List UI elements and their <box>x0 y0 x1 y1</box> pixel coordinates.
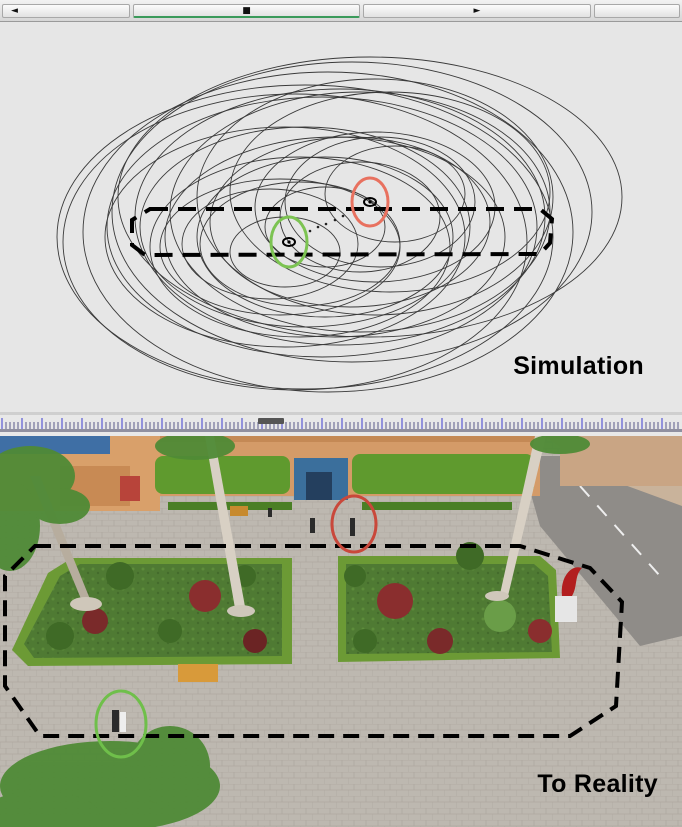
trajectory-dots <box>308 214 345 233</box>
palm-foliage <box>0 436 590 827</box>
rewind-button[interactable]: ◄ <box>2 4 130 18</box>
robot-red-marker <box>350 176 390 228</box>
pedestrians <box>112 508 355 732</box>
rewind-icon: ◄ <box>11 6 18 16</box>
reality-label: To Reality <box>537 770 658 798</box>
sensor-range-circles <box>56 56 623 393</box>
timeline-ruler[interactable] <box>0 412 682 436</box>
simulation-view: Simulation <box>0 22 682 412</box>
ruler-marker[interactable] <box>258 418 284 424</box>
stop-icon: ■ <box>242 6 251 16</box>
reality-photo: To Reality <box>0 436 682 827</box>
toolbar-extra-segment[interactable] <box>594 4 680 18</box>
play-button[interactable]: ► <box>363 4 591 18</box>
play-icon: ► <box>473 6 481 16</box>
shrubs <box>46 542 552 654</box>
simulation-canvas <box>56 56 623 393</box>
simulation-label: Simulation <box>513 352 644 380</box>
robot-green-marker <box>269 215 309 269</box>
patrol-route-real <box>3 544 625 738</box>
playback-toolbar: ◄ ■ ► <box>0 0 682 22</box>
person-green-marker <box>94 689 148 759</box>
ruler-ticks <box>0 412 682 436</box>
stop-button[interactable]: ■ <box>133 4 360 18</box>
person-red-marker <box>330 494 378 554</box>
courtyard-scene <box>0 436 682 827</box>
patrol-route <box>130 207 555 258</box>
